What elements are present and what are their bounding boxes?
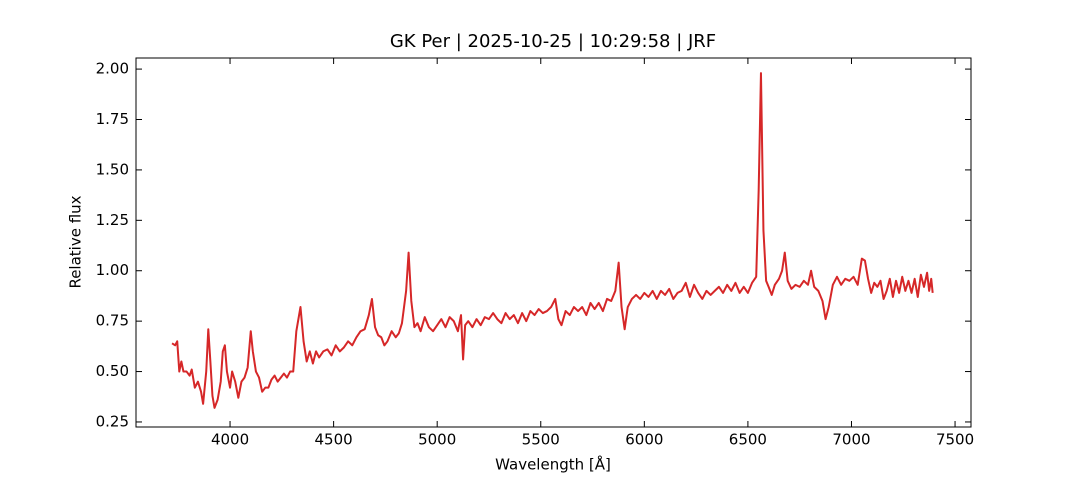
x-tick-label: 5500 xyxy=(522,431,560,449)
y-tick-label: 1.00 xyxy=(96,261,129,279)
y-tick-label: 1.25 xyxy=(96,211,129,229)
x-axis-label: Wavelength [Å] xyxy=(495,455,611,474)
x-tick-label: 5000 xyxy=(418,431,456,449)
x-tick-label: 7500 xyxy=(936,431,974,449)
x-tick-label: 4500 xyxy=(315,431,353,449)
y-tick-label: 2.00 xyxy=(96,60,129,78)
x-tick-label: 7000 xyxy=(832,431,870,449)
x-tick-label: 6500 xyxy=(729,431,767,449)
x-tick-label: 6000 xyxy=(625,431,663,449)
chart-title: GK Per | 2025-10-25 | 10:29:58 | JRF xyxy=(390,31,716,52)
spectrum-line xyxy=(171,72,934,409)
y-tick-label: 1.75 xyxy=(96,110,129,128)
y-axis-label: Relative flux xyxy=(67,195,85,288)
y-tick-label: 1.50 xyxy=(96,160,129,178)
y-tick-label: 0.75 xyxy=(96,312,129,330)
y-tick-label: 0.25 xyxy=(96,412,129,430)
plot-frame xyxy=(135,57,972,428)
x-tick-label: 4000 xyxy=(211,431,249,449)
y-tick-label: 0.50 xyxy=(96,362,129,380)
